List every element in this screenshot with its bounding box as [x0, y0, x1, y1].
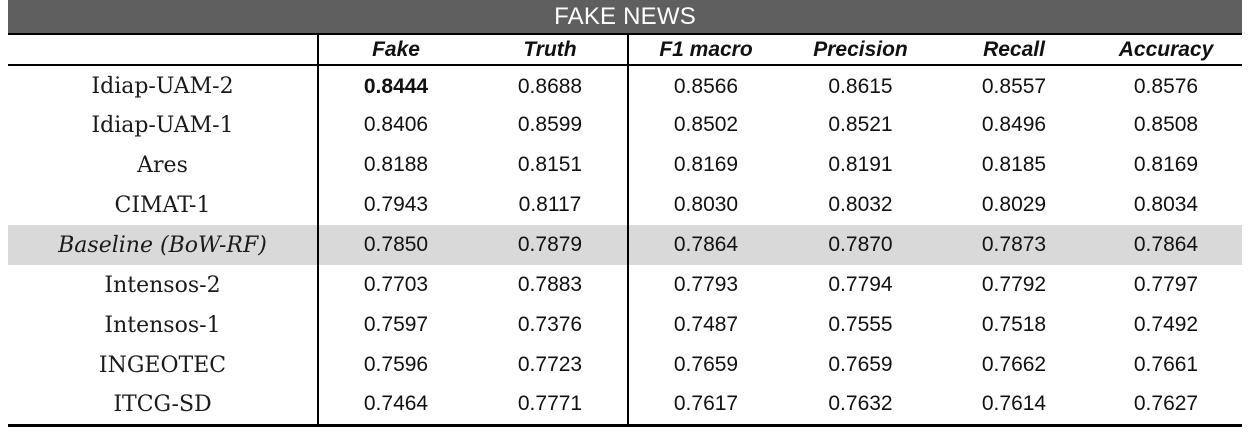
accuracy-score: 0.8169: [1133, 153, 1199, 176]
fake-score: 0.7597: [363, 313, 429, 336]
table-row: ITCG-SD 0.7464 0.7771 0.7617 0.7632 0.76…: [8, 385, 1242, 427]
recall-score: 0.8029: [981, 193, 1047, 216]
results-table: Fake Truth F1 macro Precision Recall Acc…: [8, 33, 1242, 427]
precision-score: 0.8521: [828, 113, 893, 136]
fake-score: 0.7850: [318, 225, 473, 265]
accuracy-score: 0.7661: [1133, 353, 1199, 376]
header-row: Fake Truth F1 macro Precision Recall Acc…: [8, 33, 1242, 66]
team-name: ITCG-SD: [8, 385, 319, 427]
truth-score: 0.7771: [473, 385, 629, 427]
accuracy-score: 0.8034: [1133, 193, 1199, 216]
recall-score: 0.7792: [981, 273, 1047, 296]
table-row: Intensos-2 0.7703 0.7883 0.7793 0.7794 0…: [8, 265, 1242, 305]
recall-score: 0.7873: [938, 225, 1090, 265]
header-f1-macro: F1 macro: [628, 33, 783, 66]
fake-score: 0.7464: [318, 385, 473, 427]
accuracy-score: 0.7627: [1090, 385, 1242, 427]
truth-score: 0.8117: [473, 185, 629, 225]
team-name: Intensos-1: [8, 305, 319, 345]
f1-macro-score: 0.8502: [673, 113, 739, 136]
team-name: Baseline (BoW-RF): [8, 225, 319, 265]
team-name: CIMAT-1: [8, 185, 319, 225]
truth-score: 0.7723: [473, 345, 629, 385]
precision-score: 0.8032: [828, 193, 893, 216]
table-row: Idiap-UAM-2 0.8444 0.8688 0.8566 0.8615 …: [8, 65, 1242, 105]
recall-score: 0.7518: [981, 313, 1047, 336]
precision-score: 0.7794: [828, 273, 893, 296]
header-fake: Fake: [318, 33, 473, 66]
f1-macro-score: 0.8169: [673, 153, 739, 176]
baseline-row: Baseline (BoW-RF) 0.7850 0.7879 0.7864 0…: [8, 225, 1242, 265]
precision-score: 0.7555: [828, 313, 893, 336]
team-name: Idiap-UAM-1: [8, 105, 319, 145]
recall-score: 0.8557: [981, 74, 1047, 98]
truth-score: 0.7879: [473, 225, 629, 265]
accuracy-score: 0.8508: [1133, 113, 1199, 136]
fake-score: 0.7596: [363, 353, 429, 376]
accuracy-score: 0.7797: [1133, 273, 1199, 296]
precision-score: 0.7659: [828, 353, 893, 376]
team-name: INGEOTEC: [8, 345, 319, 385]
precision-score: 0.8615: [828, 74, 893, 98]
f1-macro-score: 0.8030: [673, 193, 739, 216]
truth-score: 0.7376: [473, 305, 629, 345]
truth-score: 0.8688: [473, 65, 629, 105]
fake-score: 0.7703: [363, 273, 429, 296]
recall-score: 0.8185: [981, 153, 1047, 176]
recall-score: 0.7614: [938, 385, 1090, 427]
table-row: Idiap-UAM-1 0.8406 0.8599 0.8502 0.8521 …: [8, 105, 1242, 145]
team-name: Intensos-2: [8, 265, 319, 305]
header-team: [8, 33, 319, 66]
fake-score: 0.8188: [363, 153, 429, 176]
header-precision: Precision: [783, 33, 938, 66]
precision-score: 0.7632: [783, 385, 938, 427]
header-truth: Truth: [473, 33, 629, 66]
team-name: Idiap-UAM-2: [8, 65, 319, 105]
truth-score: 0.8151: [473, 145, 629, 185]
f1-macro-score: 0.7617: [628, 385, 783, 427]
table-row: INGEOTEC 0.7596 0.7723 0.7659 0.7659 0.7…: [8, 345, 1242, 385]
f1-macro-score: 0.8566: [673, 74, 739, 98]
table-row: Ares 0.8188 0.8151 0.8169 0.8191 0.8185 …: [8, 145, 1242, 185]
precision-score: 0.7870: [783, 225, 938, 265]
f1-macro-score: 0.7793: [673, 273, 739, 296]
fake-score: 0.7943: [363, 193, 429, 216]
header-recall: Recall: [938, 33, 1090, 66]
recall-score: 0.8496: [981, 113, 1047, 136]
team-name: Ares: [8, 145, 319, 185]
fake-score: 0.8406: [363, 113, 429, 136]
fake-score: 0.8444: [363, 74, 429, 98]
accuracy-score: 0.7492: [1133, 313, 1199, 336]
table-row: CIMAT-1 0.7943 0.8117 0.8030 0.8032 0.80…: [8, 185, 1242, 225]
accuracy-score: 0.7864: [1090, 225, 1242, 265]
f1-macro-score: 0.7487: [673, 313, 739, 336]
recall-score: 0.7662: [981, 353, 1047, 376]
precision-score: 0.8191: [828, 153, 893, 176]
table-title: FAKE NEWS: [8, 0, 1242, 33]
truth-score: 0.7883: [473, 265, 629, 305]
truth-score: 0.8599: [473, 105, 629, 145]
results-table-container: FAKE NEWS Fake Truth F1 macro Precision …: [8, 0, 1242, 427]
f1-macro-score: 0.7659: [673, 353, 739, 376]
f1-macro-score: 0.7864: [628, 225, 783, 265]
header-accuracy: Accuracy: [1090, 33, 1242, 66]
table-row: Intensos-1 0.7597 0.7376 0.7487 0.7555 0…: [8, 305, 1242, 345]
accuracy-score: 0.8576: [1133, 74, 1199, 98]
